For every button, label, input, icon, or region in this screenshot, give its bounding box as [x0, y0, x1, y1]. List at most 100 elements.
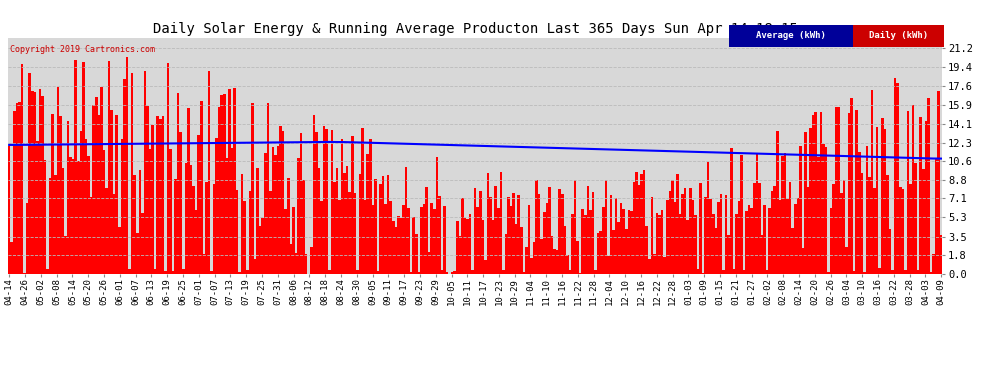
- Bar: [441, 270, 444, 274]
- Bar: [315, 132, 318, 274]
- Bar: [400, 217, 402, 274]
- Bar: [623, 210, 625, 274]
- Bar: [686, 220, 689, 274]
- Bar: [310, 247, 313, 274]
- Bar: [159, 119, 161, 274]
- Bar: [251, 103, 253, 274]
- Bar: [31, 92, 34, 274]
- Bar: [363, 200, 366, 274]
- Bar: [933, 254, 935, 274]
- Bar: [620, 203, 623, 274]
- Bar: [899, 188, 902, 274]
- Bar: [374, 179, 376, 274]
- Bar: [907, 111, 909, 274]
- Bar: [87, 156, 90, 274]
- Bar: [643, 170, 645, 274]
- Bar: [847, 113, 850, 274]
- Bar: [515, 224, 518, 274]
- Bar: [523, 272, 525, 274]
- Bar: [147, 106, 148, 274]
- Bar: [658, 215, 661, 274]
- Bar: [633, 182, 636, 274]
- Bar: [24, 273, 26, 274]
- Bar: [830, 208, 833, 274]
- Bar: [668, 191, 671, 274]
- Bar: [852, 270, 855, 274]
- Bar: [116, 115, 118, 274]
- Bar: [234, 88, 236, 274]
- Bar: [266, 104, 269, 274]
- Bar: [723, 270, 725, 274]
- Bar: [387, 175, 389, 274]
- Bar: [920, 117, 922, 274]
- Bar: [584, 215, 587, 274]
- Bar: [507, 197, 510, 274]
- Bar: [850, 98, 852, 274]
- Bar: [34, 92, 36, 274]
- Bar: [692, 200, 694, 274]
- Bar: [628, 210, 630, 274]
- Bar: [602, 207, 605, 274]
- Bar: [413, 217, 415, 274]
- Bar: [745, 210, 747, 274]
- Bar: [494, 186, 497, 274]
- Bar: [382, 176, 384, 274]
- Bar: [497, 208, 500, 274]
- Bar: [339, 200, 341, 274]
- Bar: [487, 172, 489, 274]
- Bar: [64, 236, 66, 274]
- Bar: [26, 203, 29, 274]
- Bar: [474, 188, 476, 274]
- Bar: [673, 202, 676, 274]
- Bar: [348, 192, 351, 274]
- Bar: [341, 139, 344, 274]
- Bar: [144, 70, 147, 274]
- Bar: [704, 197, 707, 274]
- Bar: [103, 150, 105, 274]
- Text: Copyright 2019 Cartronics.com: Copyright 2019 Cartronics.com: [10, 45, 154, 54]
- Bar: [476, 207, 479, 274]
- Bar: [784, 153, 786, 274]
- Bar: [697, 268, 699, 274]
- Bar: [505, 234, 507, 274]
- Bar: [379, 184, 382, 274]
- Bar: [369, 140, 371, 274]
- Bar: [361, 128, 363, 274]
- Bar: [841, 193, 842, 274]
- Bar: [187, 108, 190, 274]
- Bar: [458, 236, 461, 274]
- Bar: [164, 271, 166, 274]
- Bar: [151, 124, 153, 274]
- Bar: [828, 272, 830, 274]
- Bar: [750, 208, 753, 274]
- Bar: [300, 133, 302, 274]
- Bar: [82, 62, 85, 274]
- Bar: [799, 146, 802, 274]
- Bar: [179, 132, 182, 274]
- Bar: [681, 194, 684, 274]
- Bar: [630, 211, 633, 274]
- Bar: [518, 195, 520, 274]
- Bar: [676, 174, 679, 274]
- Bar: [571, 214, 574, 274]
- Bar: [29, 73, 31, 274]
- Bar: [845, 247, 847, 274]
- Bar: [712, 214, 715, 274]
- Bar: [174, 179, 177, 274]
- Bar: [161, 116, 164, 274]
- Bar: [397, 216, 400, 274]
- Bar: [282, 131, 284, 274]
- Bar: [221, 95, 223, 274]
- Bar: [463, 218, 466, 274]
- Bar: [776, 130, 778, 274]
- Bar: [190, 165, 192, 274]
- Bar: [758, 183, 760, 274]
- Bar: [689, 188, 692, 274]
- Bar: [261, 218, 264, 274]
- Bar: [213, 184, 215, 274]
- Bar: [395, 227, 397, 274]
- Bar: [371, 206, 374, 274]
- Bar: [66, 121, 69, 274]
- Bar: [177, 93, 179, 274]
- Bar: [650, 197, 653, 274]
